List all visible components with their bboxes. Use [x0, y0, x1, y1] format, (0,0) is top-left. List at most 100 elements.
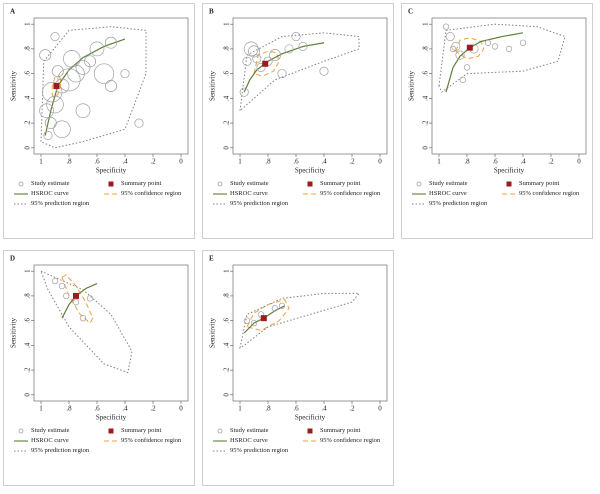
y-tick-label: .6	[24, 71, 32, 77]
legend-symbol	[104, 440, 118, 442]
legend-label: 95% confidence region	[320, 437, 381, 444]
region	[455, 37, 485, 60]
study-point	[445, 31, 455, 42]
legend-marker	[18, 428, 24, 434]
study-point	[51, 65, 64, 78]
y-tick-label: .4	[24, 95, 32, 101]
study-point	[105, 80, 117, 92]
legend-label: Study estimate	[230, 180, 269, 187]
y-tick-label: .4	[24, 342, 32, 348]
legend-label: HSROC curve	[429, 190, 467, 197]
y-axis-title: Sensitivity	[209, 318, 217, 348]
region	[51, 75, 62, 98]
legend-marker	[217, 181, 223, 187]
y-tick-label: 0	[24, 393, 32, 397]
x-tick-label: .6	[94, 158, 100, 166]
study-point	[242, 56, 252, 66]
x-tick-label: .4	[122, 158, 128, 166]
legend-label: 95% prediction region	[429, 200, 488, 207]
legend-label: HSROC curve	[230, 190, 268, 197]
legend-item: HSROC curve	[14, 190, 100, 198]
x-tick-label: .8	[66, 405, 72, 413]
x-tick-label: 0	[378, 405, 382, 413]
legend-item: 95% prediction region	[213, 200, 299, 208]
x-axis-title: Specificity	[494, 167, 525, 175]
legend-marker	[108, 181, 114, 187]
plot-frame	[232, 264, 388, 402]
legend-symbol	[104, 193, 118, 195]
panel-label: B	[209, 8, 214, 16]
x-tick-label: .4	[321, 405, 327, 413]
legend-label: Summary point	[519, 180, 560, 187]
study-point	[243, 317, 251, 324]
study-point	[484, 39, 492, 46]
y-tick-label: .4	[223, 95, 231, 101]
legend-symbol	[213, 450, 227, 452]
study-point	[459, 76, 466, 83]
legend-label: 95% confidence region	[519, 190, 580, 197]
study-point	[50, 31, 60, 42]
legend-marker	[506, 181, 512, 187]
legend-label: Study estimate	[230, 427, 269, 434]
panel-label: A	[10, 8, 15, 16]
legend-label: Summary point	[121, 180, 162, 187]
summary-point	[260, 315, 267, 322]
study-point	[243, 41, 259, 57]
legend-item: HSROC curve	[213, 437, 299, 445]
x-tick-label: .2	[548, 158, 554, 166]
legend-item: Study estimate	[14, 180, 100, 188]
plot: C 1 .8 .6 .4 .2 0 0 .2 .4 .6 .8 1 Specificity Sensitiv…	[408, 8, 587, 175]
x-tick-label: .2	[150, 405, 156, 413]
legend-symbol	[14, 203, 28, 205]
legend-item: Study estimate	[213, 180, 299, 188]
y-tick-label: .6	[223, 71, 231, 77]
y-tick-label: .8	[223, 293, 231, 299]
study-point	[284, 44, 294, 54]
x-tick-label: .6	[293, 405, 299, 413]
legend-label: 95% prediction region	[230, 200, 289, 207]
plot: A 1 .8 .6 .4 .2 0 0 .2 .4 .6 .8 1 Specificity Sensitiv…	[10, 8, 189, 175]
legend-item: Summary point	[104, 180, 190, 188]
study-point	[134, 118, 144, 128]
hsroc-curve	[44, 38, 126, 136]
study-point	[79, 315, 87, 322]
legend-item: 95% confidence region	[303, 437, 389, 445]
legend-symbol	[412, 203, 426, 205]
legend-symbol	[14, 193, 28, 195]
study-point	[463, 64, 471, 71]
study-point	[44, 117, 57, 130]
hsroc-curve	[243, 42, 325, 93]
study-point	[53, 120, 71, 139]
panel-label: C	[408, 8, 413, 16]
legend-label: Study estimate	[31, 180, 70, 187]
x-axis-title: Specificity	[295, 167, 326, 175]
study-point	[93, 63, 115, 84]
legend-label: 95% confidence region	[121, 190, 182, 197]
legend-symbol	[416, 181, 422, 187]
y-tick-label: .6	[422, 71, 430, 77]
legend-symbol	[506, 181, 512, 187]
legend-item: Summary point	[104, 427, 190, 435]
y-axis-title: Sensitivity	[10, 318, 18, 348]
legend-marker	[108, 428, 114, 434]
hsroc-curve	[445, 32, 524, 93]
x-tick-label: 1	[39, 158, 43, 166]
summary-point	[53, 83, 60, 89]
study-point	[51, 277, 59, 285]
study-point	[239, 87, 249, 97]
study-point	[455, 50, 465, 60]
x-tick-label: .2	[150, 158, 156, 166]
study-point	[39, 49, 52, 62]
legend-marker	[217, 428, 223, 434]
study-point	[277, 69, 287, 79]
legend-item: Study estimate	[213, 427, 299, 435]
study-point	[248, 45, 260, 58]
x-tick-label: .6	[293, 158, 299, 166]
study-point	[43, 130, 53, 141]
study-point	[269, 49, 281, 62]
x-tick-label: .4	[122, 405, 128, 413]
y-tick-label: .4	[422, 95, 430, 101]
legend-label: HSROC curve	[31, 190, 69, 197]
y-tick-label: .8	[24, 293, 32, 299]
x-tick-label: .4	[321, 158, 327, 166]
